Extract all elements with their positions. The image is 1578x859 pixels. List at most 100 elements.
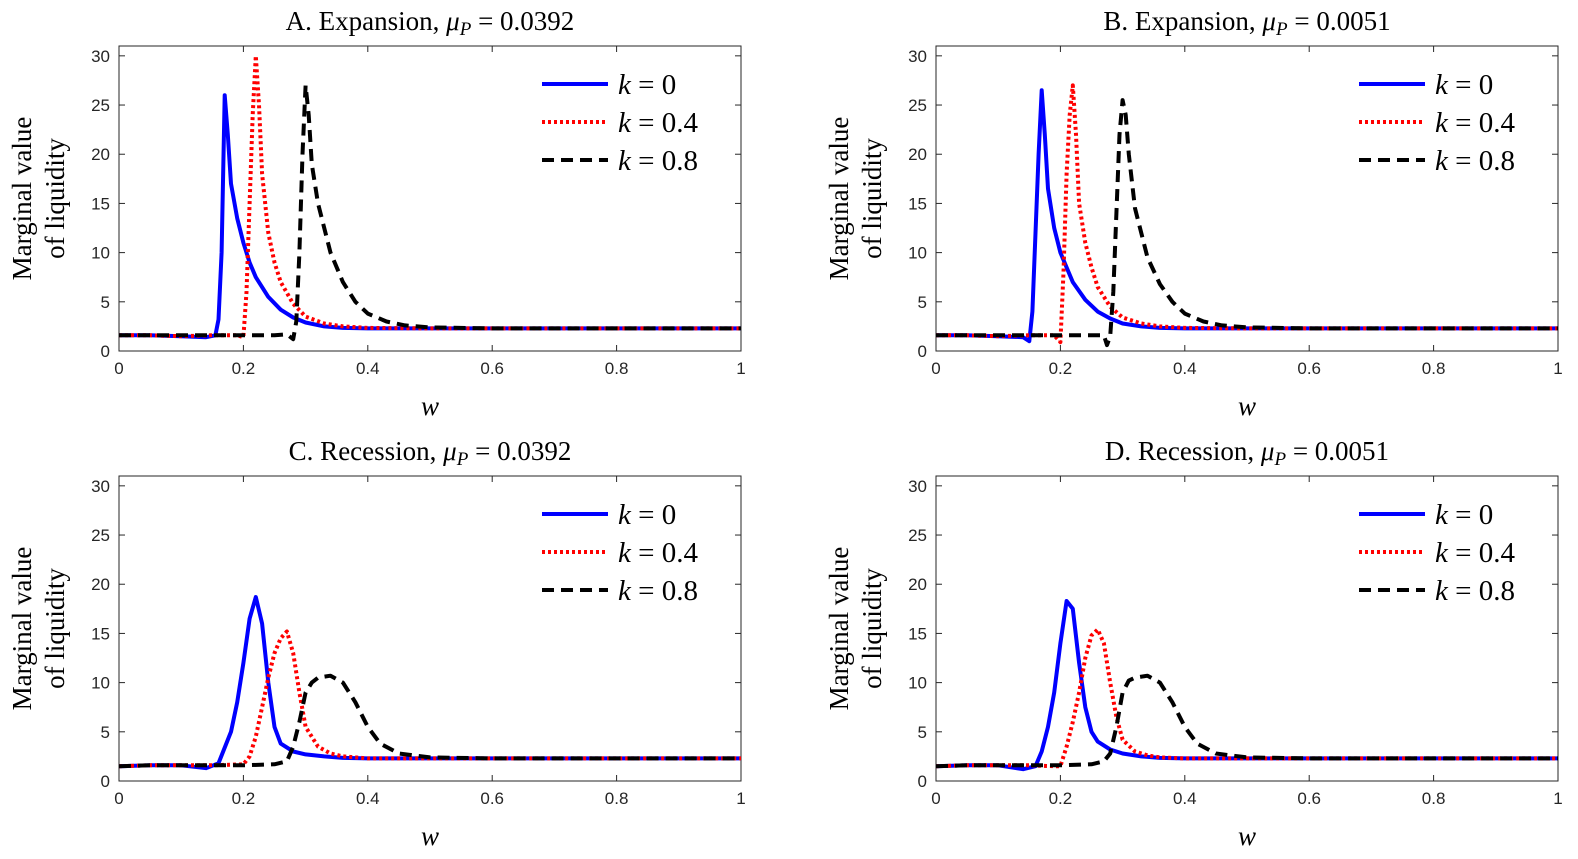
y-tick-label: 15	[908, 194, 927, 213]
legend-entry: k = 0	[618, 69, 676, 101]
y-tick-label: 25	[908, 96, 927, 115]
series-line-2	[119, 673, 741, 769]
x-tick-label: 0.4	[1173, 789, 1197, 808]
legend-entry: k = 0.4	[618, 107, 698, 139]
chart-title: C. Recession, μP = 0.0392	[289, 436, 572, 470]
y-axis-label-line1: Marginal value	[7, 547, 37, 711]
legend-var: k	[1435, 537, 1449, 569]
legend-entry: k = 0.4	[618, 537, 698, 569]
y-tick-label: 10	[91, 674, 110, 693]
legend-var: k	[618, 575, 632, 607]
legend-value: = 0.8	[1448, 145, 1515, 177]
legend-var: k	[618, 145, 632, 177]
legend-entry: k = 0.8	[618, 145, 698, 177]
y-tick-label: 0	[101, 342, 110, 361]
legend-entry: k = 0.8	[618, 575, 698, 607]
y-tick-label: 0	[918, 342, 927, 361]
x-axis-label: w	[1238, 821, 1256, 851]
x-tick-label: 0	[931, 789, 940, 808]
legend-value: = 0	[631, 499, 676, 531]
y-tick-label: 30	[91, 477, 110, 496]
y-tick-label: 30	[908, 477, 927, 496]
legend-entry: k = 0.4	[1435, 107, 1515, 139]
legend-value: = 0	[631, 69, 676, 101]
legend-value: = 0	[1448, 69, 1493, 101]
y-tick-label: 0	[918, 772, 927, 791]
x-tick-label: 0.4	[1173, 359, 1197, 378]
plot-area	[935, 475, 1559, 782]
legend-value: = 0.4	[631, 537, 699, 569]
legend-var: k	[618, 537, 632, 569]
y-tick-label: 10	[91, 244, 110, 263]
legend-value: = 0.8	[1448, 575, 1515, 607]
legend-value: = 0.4	[1448, 107, 1516, 139]
y-axis-label-line2: of liquidity	[857, 568, 887, 689]
y-axis-label-line1: Marginal value	[824, 547, 854, 711]
y-tick-label: 5	[918, 293, 927, 312]
series-line-2	[119, 83, 741, 342]
y-tick-label: 5	[101, 293, 110, 312]
y-axis-label-line1: Marginal value	[7, 117, 37, 281]
x-tick-label: 1	[1553, 359, 1562, 378]
series-line-2	[936, 673, 1558, 769]
y-tick-label: 20	[908, 575, 927, 594]
x-tick-label: 0.6	[1297, 359, 1321, 378]
x-tick-label: 1	[1553, 789, 1562, 808]
legend-var: k	[1435, 499, 1449, 531]
legend-var: k	[1435, 575, 1449, 607]
legend-value: = 0.4	[631, 107, 699, 139]
x-axis-label: w	[1238, 391, 1256, 421]
x-tick-label: 0.2	[1049, 359, 1073, 378]
x-tick-label: 0.6	[480, 789, 504, 808]
y-tick-label: 15	[908, 624, 927, 643]
legend-var: k	[618, 499, 632, 531]
legend-entry: k = 0	[1435, 499, 1493, 531]
x-tick-label: 0.4	[356, 359, 380, 378]
plot-area	[118, 475, 742, 782]
y-tick-label: 20	[91, 145, 110, 164]
x-tick-label: 0.8	[605, 789, 629, 808]
y-tick-label: 15	[91, 194, 110, 213]
chart-title: A. Expansion, μP = 0.0392	[286, 6, 575, 40]
y-tick-label: 30	[91, 47, 110, 66]
chart-title: B. Expansion, μP = 0.0051	[1103, 6, 1390, 40]
x-tick-label: 0.4	[356, 789, 380, 808]
legend-var: k	[618, 69, 632, 101]
series-line-0	[936, 88, 1558, 344]
legend-var: k	[1435, 145, 1449, 177]
y-axis-label-line1: Marginal value	[824, 117, 854, 281]
y-axis-label-line2: of liquidity	[40, 138, 70, 259]
y-tick-label: 10	[908, 674, 927, 693]
y-tick-label: 25	[91, 526, 110, 545]
x-tick-label: 0.2	[1049, 789, 1073, 808]
x-axis-label: w	[421, 821, 439, 851]
series-line-2	[936, 98, 1558, 348]
legend-entry: k = 0.4	[1435, 537, 1515, 569]
y-tick-label: 20	[908, 145, 927, 164]
x-tick-label: 0.2	[232, 789, 256, 808]
x-tick-label: 0.2	[232, 359, 256, 378]
legend-value: = 0.4	[1448, 537, 1516, 569]
y-tick-label: 10	[908, 244, 927, 263]
y-tick-label: 30	[908, 47, 927, 66]
x-tick-label: 0	[114, 789, 123, 808]
legend-value: = 0.8	[631, 575, 698, 607]
legend-var: k	[618, 107, 632, 139]
legend-entry: k = 0.8	[1435, 575, 1515, 607]
x-tick-label: 0.8	[1422, 789, 1446, 808]
legend-entry: k = 0	[618, 499, 676, 531]
y-tick-label: 5	[101, 723, 110, 742]
chart-title: D. Recession, μP = 0.0051	[1105, 436, 1389, 470]
y-axis-label-line2: of liquidity	[40, 568, 70, 689]
legend-var: k	[1435, 69, 1449, 101]
y-axis-label-line2: of liquidity	[857, 138, 887, 259]
x-tick-label: 0.8	[605, 359, 629, 378]
x-tick-label: 1	[736, 359, 745, 378]
y-tick-label: 5	[918, 723, 927, 742]
y-tick-label: 25	[91, 96, 110, 115]
legend-var: k	[1435, 107, 1449, 139]
